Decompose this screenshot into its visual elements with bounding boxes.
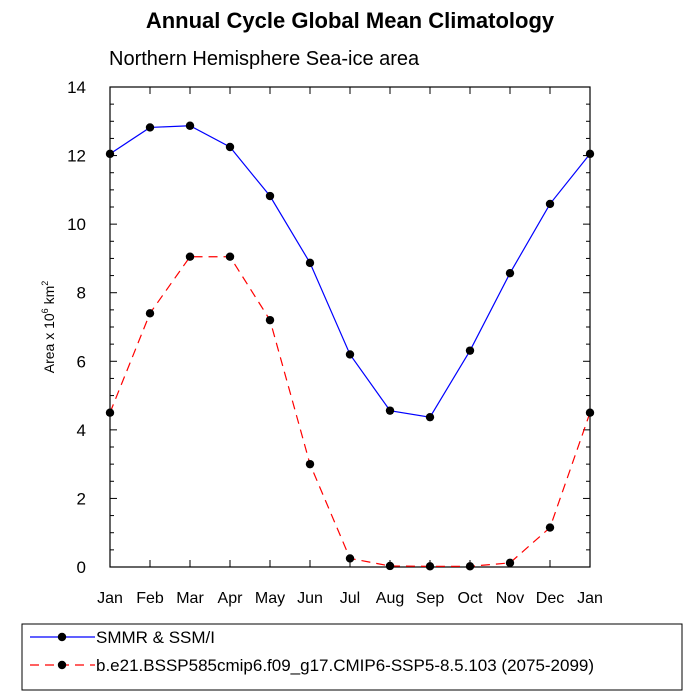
x-tick-label: Feb	[136, 590, 164, 607]
series-2	[105, 252, 595, 571]
legend-marker	[57, 632, 67, 642]
data-point	[385, 406, 395, 415]
series-line	[109, 125, 591, 418]
x-tick-label: Nov	[496, 590, 524, 607]
data-point	[425, 412, 435, 422]
data-point	[265, 191, 275, 201]
data-point	[585, 408, 595, 417]
data-point	[425, 562, 435, 571]
data-point	[105, 149, 115, 159]
x-tick-label: Jan	[577, 590, 603, 607]
x-tick-label: Dec	[536, 590, 564, 607]
data-point	[465, 562, 475, 571]
y-tick-label: 0	[77, 558, 86, 577]
data-point	[545, 523, 555, 532]
x-tick-label: Jun	[297, 590, 323, 607]
series-line	[109, 256, 591, 567]
y-tick-label: 2	[77, 489, 86, 508]
y-axis-label: Area x 106 km2	[40, 281, 57, 374]
x-tick-label: May	[255, 590, 285, 607]
legend-label: SMMR & SSM/I	[96, 628, 215, 647]
data-point	[545, 199, 555, 209]
data-point	[465, 346, 475, 355]
series-layer	[105, 121, 595, 571]
data-point	[225, 252, 235, 261]
y-tick-label: 6	[77, 352, 86, 371]
y-tick-label: 8	[77, 284, 86, 303]
legend-marker	[57, 660, 67, 670]
chart-title: Annual Cycle Global Mean Climatology	[145, 8, 555, 33]
y-tick-label: 12	[67, 147, 86, 166]
legend: SMMR & SSM/I b.e21.BSSP585cmip6.f09_g17.C…	[30, 628, 594, 675]
y-tick-label: 4	[77, 421, 86, 440]
data-point	[385, 561, 395, 571]
y-axis-tick-labels: 0 2 4 6 8 10 12 14	[67, 78, 86, 577]
x-tick-label: Aug	[376, 590, 404, 607]
x-tick-label: Sep	[416, 590, 445, 607]
data-point	[345, 554, 355, 563]
data-point	[145, 123, 155, 132]
chart-subtitle: Northern Hemisphere Sea-ice area	[109, 48, 420, 70]
data-point	[345, 350, 355, 359]
data-point	[505, 558, 515, 568]
data-point	[505, 268, 515, 278]
x-tick-label: Jan	[97, 590, 123, 607]
data-point	[105, 408, 115, 417]
plot-frame	[109, 86, 591, 568]
legend-label: b.e21.BSSP585cmip6.f09_g17.CMIP6-SSP5-8.…	[96, 656, 594, 675]
x-tick-label: Oct	[458, 590, 483, 607]
data-point	[305, 459, 315, 469]
y-tick-label: 10	[67, 215, 86, 234]
data-point	[145, 309, 155, 318]
axis-ticks	[109, 86, 591, 568]
data-point	[185, 121, 195, 130]
data-point	[185, 252, 195, 261]
data-point	[225, 142, 235, 152]
legend-box	[21, 623, 683, 691]
x-tick-label: Apr	[218, 590, 244, 607]
data-point	[305, 258, 315, 268]
data-point	[585, 149, 595, 159]
x-axis-tick-labels: Jan Feb Mar Apr May Jun Jul Aug Sep Oct Nov Dec Jan	[97, 590, 603, 607]
x-tick-label: Mar	[176, 590, 204, 607]
x-tick-label: Jul	[340, 590, 360, 607]
series-1	[105, 121, 595, 422]
y-tick-label: 14	[67, 78, 86, 97]
data-point	[265, 315, 275, 325]
